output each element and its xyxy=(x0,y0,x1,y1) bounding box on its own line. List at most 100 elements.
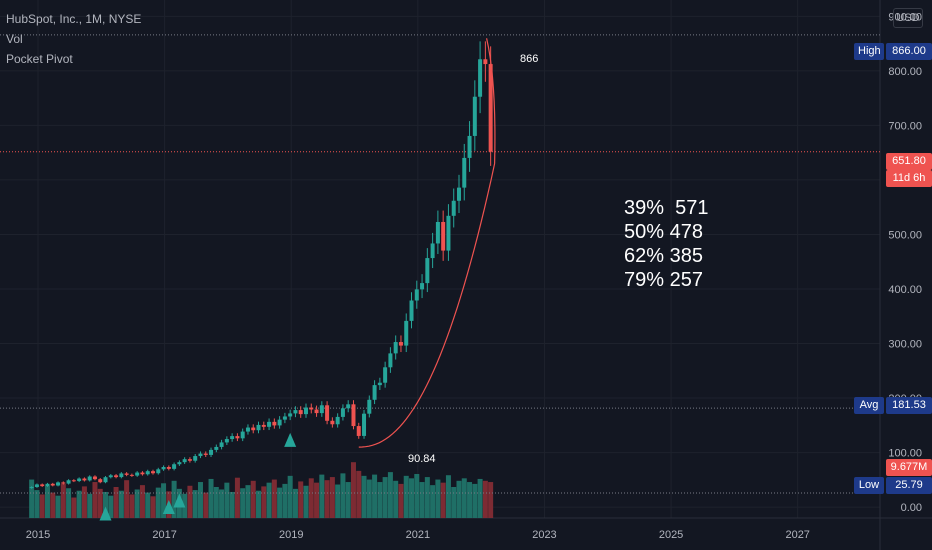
y-tick-label: 500.00 xyxy=(888,229,922,241)
indicator-pocket-pivot-label[interactable]: Pocket Pivot xyxy=(6,52,73,66)
indicator-vol-label[interactable]: Vol xyxy=(6,32,23,46)
volume-bar xyxy=(456,480,462,518)
candle-body xyxy=(235,436,240,439)
volume-bar xyxy=(430,485,436,518)
candle-body xyxy=(282,416,287,420)
candle-body xyxy=(325,405,330,421)
x-tick-label: 2019 xyxy=(279,529,303,541)
x-tick-label: 2023 xyxy=(532,529,556,541)
x-tick-label: 2025 xyxy=(659,529,683,541)
x-tick-label: 2027 xyxy=(785,529,809,541)
candle-body xyxy=(435,221,440,244)
volume-bar xyxy=(171,480,177,518)
candle-body xyxy=(214,446,219,450)
candle-body xyxy=(45,483,50,487)
candle-body xyxy=(478,59,483,97)
last-price-tag: 651.80 xyxy=(886,153,932,170)
candle-body xyxy=(456,187,461,201)
candle-body xyxy=(172,464,177,469)
volume-bar xyxy=(29,479,35,518)
volume-bar xyxy=(372,474,378,518)
volume-bar xyxy=(129,494,135,518)
volume-bar xyxy=(488,482,494,518)
volume-bar xyxy=(472,483,478,518)
x-tick-label: 2015 xyxy=(26,529,50,541)
candle-body xyxy=(140,472,145,475)
currency-button[interactable]: USD xyxy=(893,8,923,28)
candle-body xyxy=(203,453,208,455)
time-axis[interactable]: 2015 2017 2019 2021 2023 2025 2027 xyxy=(26,529,810,541)
y-tick-label: 100.00 xyxy=(888,448,922,460)
candle-body xyxy=(61,482,66,484)
candle-body xyxy=(430,243,435,259)
candle-body xyxy=(240,431,245,439)
volume-bar xyxy=(55,495,61,518)
candle-body xyxy=(351,404,356,427)
fib-level-3: 62% 385 xyxy=(624,245,703,267)
candle-body xyxy=(309,407,314,410)
candle-body xyxy=(383,367,388,383)
candle-body xyxy=(129,474,134,476)
candle-body xyxy=(224,439,229,443)
volume-bar xyxy=(213,487,219,518)
candle-body xyxy=(161,467,166,470)
candle-body xyxy=(288,413,293,417)
candle-body xyxy=(420,283,425,290)
volume-bar xyxy=(382,477,388,518)
volume-bar xyxy=(208,478,214,518)
fib-level-2: 50% 478 xyxy=(624,221,703,243)
bar-countdown-tag: 11d 6h xyxy=(886,170,932,187)
trough-annotation: 90.84 xyxy=(408,453,436,465)
volume-bar xyxy=(414,473,420,518)
volume-bar xyxy=(161,483,167,518)
volume-bar xyxy=(482,480,488,518)
candle-body xyxy=(393,342,398,354)
volume-bar xyxy=(203,492,209,518)
candle-body xyxy=(367,399,372,414)
volume-bar xyxy=(192,490,198,518)
volume-bar xyxy=(124,480,130,518)
pocket-pivot-marker xyxy=(99,506,112,521)
pocket-pivot-marker xyxy=(173,493,186,508)
candle-body xyxy=(330,420,335,425)
y-tick-label: 300.00 xyxy=(888,339,922,351)
candle-body xyxy=(66,480,71,484)
candles xyxy=(29,41,493,489)
candle-body xyxy=(251,427,256,431)
x-tick-label: 2017 xyxy=(152,529,176,541)
candle-body xyxy=(298,410,303,415)
volume-bar xyxy=(87,493,93,518)
candle-body xyxy=(245,427,250,432)
candle-body xyxy=(182,459,187,463)
candle-body xyxy=(314,409,319,414)
candle-body xyxy=(346,404,351,409)
y-tick-label: 0.00 xyxy=(901,502,922,514)
volume-bar xyxy=(81,486,87,518)
price-axis[interactable]: 900.00800.00700.00600.00500.00400.00300.… xyxy=(888,11,922,514)
candle-body xyxy=(277,419,282,426)
candle-body xyxy=(198,453,203,457)
volume-bar xyxy=(345,482,351,518)
volume-bar xyxy=(361,475,367,518)
candle-body xyxy=(398,342,403,346)
volume-bar xyxy=(250,480,256,518)
candle-body xyxy=(414,289,419,301)
volume-bar xyxy=(308,478,314,518)
volume-bar xyxy=(229,491,235,518)
volume-value-tag: 9.677M xyxy=(886,459,932,476)
volume-bar xyxy=(261,486,267,518)
avg-label-tag: Avg xyxy=(854,397,884,414)
candle-body xyxy=(404,320,409,346)
candle-body xyxy=(377,382,382,386)
candle-body xyxy=(50,483,55,486)
candle-body xyxy=(166,467,171,469)
candle-body xyxy=(145,471,150,475)
volume-bar xyxy=(350,462,356,518)
volume-bar xyxy=(403,475,409,518)
volume-bar xyxy=(282,483,288,518)
candle-body xyxy=(150,471,155,474)
volume-bar xyxy=(118,490,124,518)
volume-bar xyxy=(435,479,441,518)
candle-body xyxy=(119,473,124,478)
